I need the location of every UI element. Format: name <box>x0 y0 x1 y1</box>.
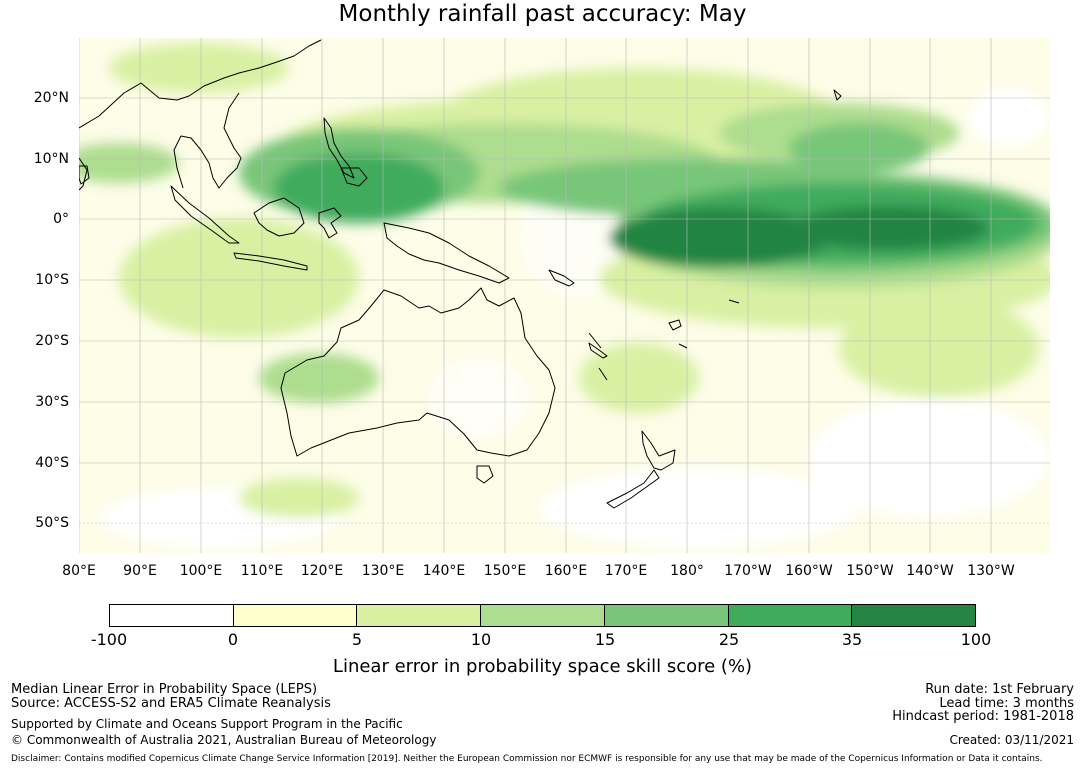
lon-label: 160°W <box>785 563 833 579</box>
lat-label: 0° <box>53 211 69 227</box>
colorbar-tick: -100 <box>90 630 128 649</box>
lon-label: 140°E <box>422 563 466 579</box>
colorbar-segment <box>233 605 358 626</box>
colorbar-tick: 0 <box>227 630 239 649</box>
lon-label: 80°E <box>62 563 96 579</box>
lon-label: 170°E <box>604 563 648 579</box>
solomons-coastline <box>548 269 575 287</box>
sumatra-coastline <box>170 185 240 244</box>
map-title: Monthly rainfall past accuracy: May <box>338 1 747 27</box>
colorbar-segment <box>852 605 976 626</box>
footer-lead-time: Lead time: 3 months <box>939 696 1074 711</box>
new-guinea-coastline <box>383 222 510 284</box>
sri-lanka-coastline <box>79 165 90 185</box>
lon-label: 90°E <box>123 563 157 579</box>
lon-label: 150°W <box>846 563 894 579</box>
nz-south-coastline <box>606 469 660 509</box>
lat-label: 40°S <box>35 455 69 471</box>
colorbar-segment <box>728 605 853 626</box>
lat-label: 20°N <box>33 90 69 106</box>
australia-coastline <box>280 287 556 457</box>
lat-label: 20°S <box>35 333 69 349</box>
footer-source: Source: ACCESS-S2 and ERA5 Climate Reana… <box>11 696 331 711</box>
coastlines <box>79 39 842 509</box>
lon-label: 140°W <box>906 563 954 579</box>
new-caledonia-coastline <box>588 342 608 359</box>
colorbar-tick: 35 <box>841 630 863 649</box>
lat-label: 30°S <box>35 394 69 410</box>
lat-label: 50°S <box>35 515 69 531</box>
colorbar-segment <box>110 605 234 626</box>
lon-label: 110°E <box>240 563 284 579</box>
colorbar-tick: 25 <box>718 630 740 649</box>
footer-support: Supported by Climate and Oceans Support … <box>11 717 403 731</box>
asia-coastline <box>79 39 322 191</box>
footer-method: Median Linear Error in Probability Space… <box>11 682 318 697</box>
colorbar-tick: 5 <box>351 630 363 649</box>
lon-label: 160°E <box>544 563 588 579</box>
colorbar <box>109 604 976 627</box>
skill-score-map <box>79 38 1050 553</box>
borneo-coastline <box>253 197 305 237</box>
disclaimer: Disclaimer: Contains modified Copernicus… <box>11 754 1043 764</box>
tasmania-coastline <box>476 465 494 484</box>
lon-label: 100°E <box>179 563 223 579</box>
lat-label: 10°N <box>33 151 69 167</box>
colorbar-label: Linear error in probability space skill … <box>332 656 753 677</box>
lon-label: 130°W <box>967 563 1015 579</box>
skill-shading <box>79 43 1050 548</box>
colorbar-tick: 15 <box>594 630 616 649</box>
sulawesi-coastline <box>318 207 342 239</box>
footer-hindcast: Hindcast period: 1981-2018 <box>892 709 1074 724</box>
footer-run-date: Run date: 1st February <box>925 682 1074 697</box>
lon-label: 150°E <box>483 563 527 579</box>
lon-label: 170°W <box>724 563 772 579</box>
graticule <box>79 38 1050 553</box>
footer-copyright: © Commonwealth of Australia 2021, Austra… <box>11 733 437 747</box>
footer-created: Created: 03/11/2021 <box>949 733 1074 747</box>
pacific-islands-coastline <box>588 89 842 381</box>
philippines-coastline <box>323 117 355 179</box>
colorbar-tick: 100 <box>960 630 992 649</box>
nz-north-coastline <box>641 430 676 471</box>
lat-label: 10°S <box>35 272 69 288</box>
lon-label: 120°E <box>300 563 344 579</box>
mindanao-coastline <box>340 167 368 187</box>
colorbar-segment <box>357 605 482 626</box>
lon-label: 180° <box>670 563 704 579</box>
lon-label: 130°E <box>361 563 405 579</box>
colorbar-tick: 10 <box>470 630 492 649</box>
colorbar-segment <box>481 605 605 626</box>
java-coastline <box>233 252 308 271</box>
colorbar-segment <box>604 605 729 626</box>
